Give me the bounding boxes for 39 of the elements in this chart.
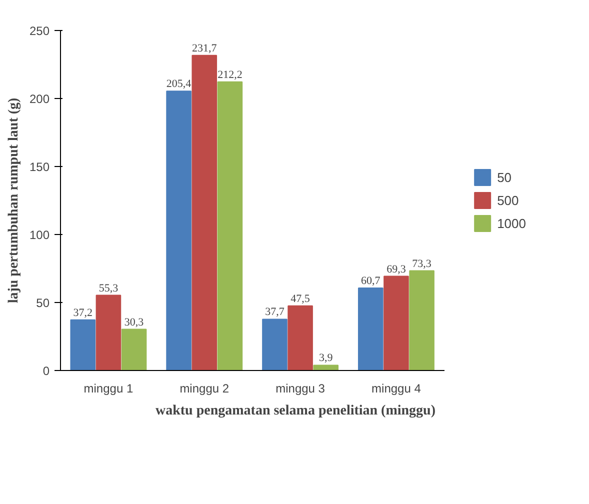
legend-label: 50: [497, 170, 513, 184]
bar: [313, 364, 339, 370]
bar: [262, 318, 288, 370]
y-tick-label: 250: [29, 24, 50, 38]
data-label: 73,3: [412, 258, 432, 270]
legend-label: 500: [497, 192, 519, 208]
y-tick-label: 50: [36, 296, 50, 310]
x-tick-label: minggu 3: [276, 382, 326, 396]
bar: [96, 294, 122, 370]
data-label: 37,2: [73, 306, 93, 319]
legend-label: 1000: [497, 216, 526, 230]
data-label: 55,3: [98, 282, 119, 294]
bar: [288, 305, 313, 370]
data-label: 60,7: [361, 274, 381, 287]
x-tick-label: minggu 4: [372, 382, 422, 396]
bar: [121, 328, 147, 370]
data-label: 47,5: [290, 292, 310, 305]
x-tick-label: minggu 1: [84, 382, 134, 396]
bar: [409, 270, 434, 370]
bar: [166, 90, 192, 370]
bar: [384, 276, 409, 370]
bar: [358, 287, 384, 370]
bar: [192, 54, 218, 370]
data-label: 37,7: [265, 306, 285, 318]
data-label: 30,3: [124, 316, 144, 328]
x-axis-title: waktu pengamatan selama penelitian (minggu): [155, 404, 436, 418]
bar: [70, 319, 96, 370]
y-tick-label: 0: [42, 364, 50, 378]
x-tick-label: minggu 2: [180, 382, 230, 396]
y-axis-title: laju pertumbuhan rumput laut (g): [6, 97, 22, 304]
bar: [217, 81, 243, 370]
data-label: 205,4: [166, 78, 192, 90]
data-label: 69,3: [386, 263, 406, 276]
data-label: 212,2: [218, 68, 242, 81]
y-tick-label: 200: [29, 92, 50, 106]
y-tick-label: 100: [29, 228, 50, 242]
y-tick-label: 150: [29, 160, 50, 174]
data-label: 231,7: [192, 42, 218, 54]
data-label: 3,9: [319, 352, 334, 364]
